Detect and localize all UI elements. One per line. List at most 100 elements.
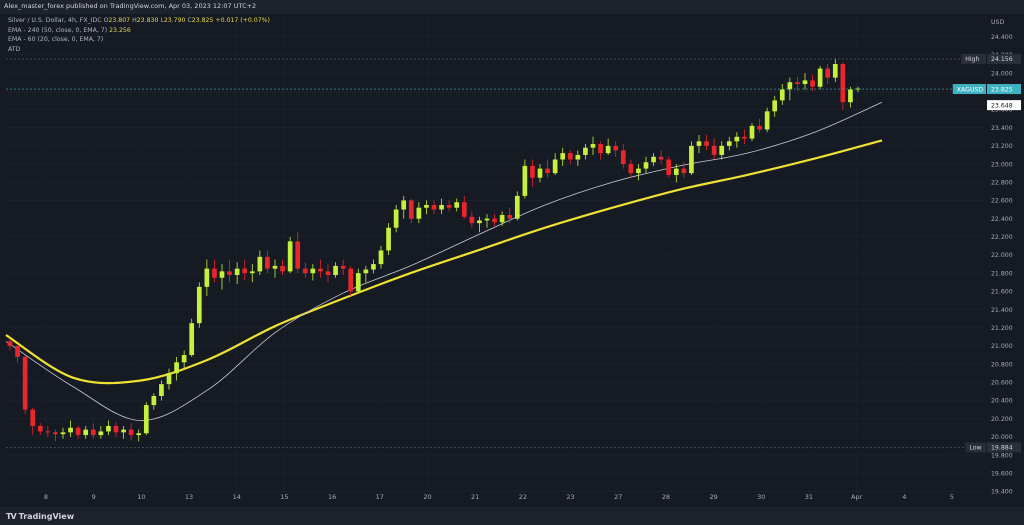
price-tick-label: 24.000 [991,70,1013,77]
price-tags: High 24.156 XAGUSD 23.825 23.648 Low 19.884 [952,53,1021,453]
price-tag-label-bg [965,442,986,453]
price-tick-label: 22.800 [991,179,1013,186]
price-tick-label: 21.600 [991,289,1013,296]
candle-up [333,265,338,276]
legend-symbol-row: Silver / U.S. Dollar, 4h, FX_IDC O23.807… [8,16,270,26]
price-tick-label: 22.400 [991,216,1013,223]
candle-down [318,268,323,272]
candle-down [628,164,634,174]
legend-ema240-row[interactable]: EMA - 240 (50, close, 0, EMA, 7) 23.256 [8,26,270,36]
price-tag-label-bg [952,84,986,95]
price-lines [6,58,984,448]
time-tick-label: 5 [950,493,954,501]
candle-down [431,204,437,210]
candle-down [227,271,232,276]
symbol-name[interactable]: Silver / U.S. Dollar, 4h, FX_IDC [8,17,102,24]
candle-up [68,427,73,433]
candle-down [666,159,672,175]
time-tick-label: 30 [757,493,765,501]
price-tick-label: 23.400 [991,125,1013,132]
candle-up [60,432,66,435]
price-tick-label: 21.200 [991,325,1013,332]
candle-up [121,429,126,433]
price-tick-label: 22.600 [991,198,1013,205]
candle-up [204,268,210,287]
candles [7,58,861,442]
candle-down [567,153,573,160]
time-tick-label: 27 [614,493,622,501]
candle-up [310,268,316,274]
candle-up [552,159,558,174]
candle-up [499,214,505,223]
candle-up [174,362,179,374]
top-bar: Alex_master_forex published on TradingVi… [0,0,1024,14]
price-tag-label: Low [969,445,981,452]
candle-down [530,165,535,178]
candle-down [408,200,414,219]
candle-down [53,432,58,435]
candle-down [825,68,831,78]
candle-up [477,220,482,224]
candle-up [439,204,444,210]
candle-down [302,268,308,274]
price-tick-label: 22.000 [991,252,1013,259]
candle-down [757,125,762,130]
price-tag-bg [987,442,1021,453]
candle-down [128,429,134,436]
candle-up [484,218,490,221]
candle-up [151,395,157,406]
price-tick-label: 23.600 [991,107,1013,114]
price-tag-value: 19.884 [991,445,1013,452]
candle-up [249,271,255,274]
ema-240-line [5,139,883,385]
candle-up [401,200,407,210]
time-tick-label: 22 [519,493,527,501]
candle-up [363,269,369,274]
candle-down [620,150,626,165]
grid-lines [6,14,984,496]
candle-up [605,145,611,154]
time-tick-label: Apr [851,493,863,501]
candle-down [15,345,20,357]
candle-up [651,156,656,163]
candle-down [711,145,717,155]
candle-up [689,145,694,174]
candle-down [37,425,43,432]
price-tick-label: 24.400 [991,34,1013,41]
candle-up [454,202,460,208]
price-tick-label: 23.200 [991,143,1013,150]
legend-atd-row[interactable]: ATD [8,45,270,55]
price-tick-label: 21.400 [991,307,1013,314]
candle-up [219,271,225,278]
candle-up [189,323,195,356]
candle-up [355,273,361,292]
candle-up [537,168,543,178]
price-tick-label: 19.400 [991,489,1013,496]
ema-60-line [5,101,883,421]
price-axis: 24.40024.20024.00023.80023.60023.40023.2… [991,19,1013,496]
candle-up [583,147,588,155]
candle-down [113,425,119,433]
candle-up [196,286,202,324]
candle-up [575,154,581,160]
time-tick-label: 9 [92,493,96,501]
candle-down [681,168,687,174]
candle-up [287,241,293,272]
price-tag-value: 23.825 [991,86,1013,93]
tradingview-logo[interactable]: TV TradingView [6,512,74,521]
candle-up [726,141,732,146]
time-tick-label: 4 [902,493,906,501]
candle-down [507,214,513,219]
open-label: O [103,17,109,24]
price-tag-label-bg [961,53,986,64]
candle-up [734,136,740,142]
candle-up [522,165,528,196]
close-label: C [187,17,192,24]
ema60-label: EMA - 60 (20, close, 0, EMA, 7) [8,36,104,43]
candle-up [272,265,278,269]
price-tick-label: 21.000 [991,343,1013,350]
candle-up [772,100,778,112]
legend-ema60-row[interactable]: EMA - 60 (20, close, 0, EMA, 7) [8,35,270,45]
candle-up [378,250,384,265]
